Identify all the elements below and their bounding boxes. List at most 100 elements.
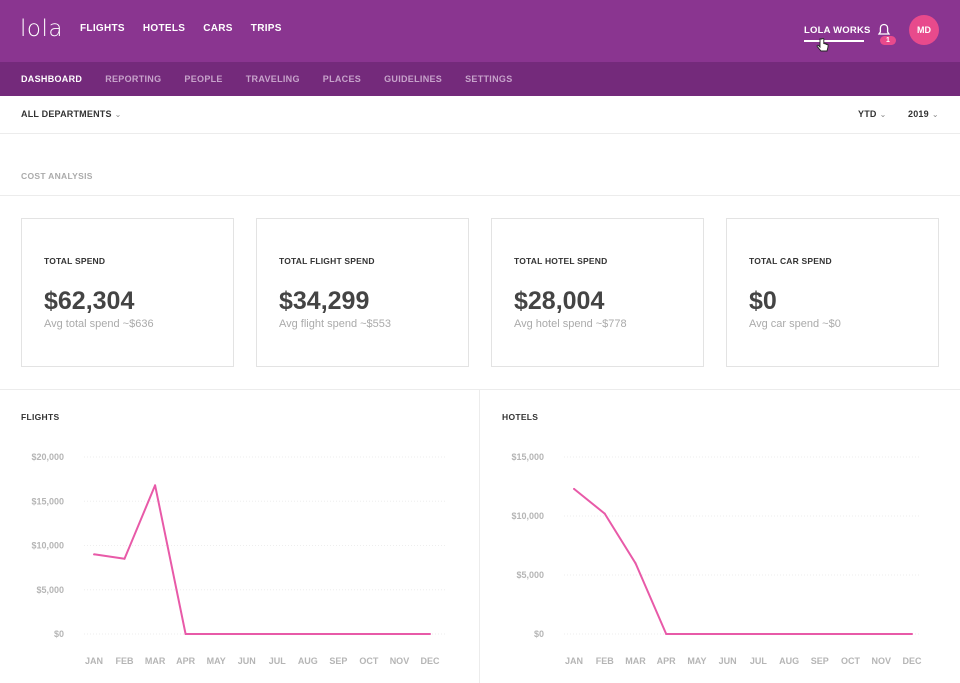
- data-point: [93, 553, 95, 556]
- x-tick-label: NOV: [390, 656, 410, 666]
- year-select[interactable]: 2019 ⌄: [908, 109, 939, 119]
- data-point: [818, 633, 821, 635]
- card-subtext: Avg car spend ~$0: [749, 318, 841, 330]
- avatar[interactable]: MD: [909, 15, 939, 45]
- data-point: [337, 633, 340, 635]
- data-point: [695, 633, 698, 635]
- x-tick-label: MAY: [687, 656, 706, 666]
- x-tick-label: SEP: [329, 656, 347, 666]
- x-tick-label: DEC: [420, 656, 440, 666]
- tab-settings[interactable]: SETTINGS: [465, 74, 513, 84]
- x-tick-label: FEB: [116, 656, 135, 666]
- tab-guidelines[interactable]: GUIDELINES: [384, 74, 443, 84]
- card-subtext: Avg hotel spend ~$778: [514, 318, 627, 330]
- flights-chart: $0 $5,000 $10,000 $15,000 $20,000 JAN FEB MAR AP…: [31, 452, 446, 666]
- x-tick-label: MAR: [625, 656, 646, 666]
- nav-cars[interactable]: CARS: [203, 23, 233, 34]
- y-tick-label: $10,000: [31, 541, 64, 551]
- x-tick-label: JUL: [750, 656, 768, 666]
- x-tick-label: JAN: [565, 656, 583, 666]
- x-tick-label: AUG: [779, 656, 799, 666]
- department-select[interactable]: ALL DEPARTMENTS ⌄: [21, 109, 122, 119]
- data-point: [215, 633, 218, 635]
- x-tick-label: JUN: [238, 656, 256, 666]
- x-tick-label: SEP: [811, 656, 829, 666]
- data-point: [276, 633, 279, 635]
- hotels-chart-title: HOTELS: [502, 412, 539, 422]
- x-tick-label: NOV: [872, 656, 892, 666]
- data-point: [154, 484, 157, 487]
- y-tick-label: $5,000: [516, 570, 544, 580]
- tab-people[interactable]: PEOPLE: [184, 74, 223, 84]
- account-switcher[interactable]: LOLA WORKS: [804, 25, 871, 36]
- x-tick-label: JAN: [85, 656, 103, 666]
- data-point: [634, 562, 637, 565]
- card-value: $28,004: [514, 287, 605, 315]
- tab-dashboard[interactable]: DASHBOARD: [21, 74, 83, 84]
- card-car-spend: TOTAL CAR SPEND $0 Avg car spend ~$0: [726, 218, 939, 367]
- data-point: [603, 512, 606, 515]
- nav-flights[interactable]: FLIGHTS: [80, 23, 125, 34]
- card-subtext: Avg total spend ~$636: [44, 318, 154, 330]
- card-value: $0: [749, 287, 777, 315]
- data-point: [429, 633, 431, 635]
- card-label: TOTAL SPEND: [44, 256, 106, 266]
- tab-reporting[interactable]: REPORTING: [105, 74, 162, 84]
- vertical-divider: [479, 390, 480, 683]
- filter-bar: ALL DEPARTMENTS ⌄ YTD ⌄ 2019 ⌄: [0, 96, 960, 134]
- bell-icon[interactable]: [877, 23, 891, 39]
- card-label: TOTAL HOTEL SPEND: [514, 256, 608, 266]
- x-tick-label: JUL: [269, 656, 287, 666]
- data-point: [757, 633, 760, 635]
- department-select-label: ALL DEPARTMENTS: [21, 109, 112, 119]
- x-tick-label: MAR: [145, 656, 166, 666]
- y-tick-label: $0: [54, 629, 64, 639]
- y-tick-label: $0: [534, 629, 544, 639]
- main-nav: FLIGHTS HOTELS CARS TRIPS: [80, 23, 282, 34]
- x-tick-label: JUN: [719, 656, 737, 666]
- data-point: [245, 633, 248, 635]
- data-point: [849, 633, 852, 635]
- x-tick-label: DEC: [902, 656, 922, 666]
- flights-chart-title: FLIGHTS: [21, 412, 60, 422]
- data-point: [398, 633, 401, 635]
- data-point: [726, 633, 729, 635]
- card-total-spend: TOTAL SPEND $62,304 Avg total spend ~$63…: [21, 218, 234, 367]
- x-tick-label: FEB: [596, 656, 615, 666]
- data-point: [880, 633, 883, 635]
- x-tick-label: MAY: [207, 656, 226, 666]
- x-tick-label: APR: [657, 656, 677, 666]
- tab-places[interactable]: PLACES: [322, 74, 362, 84]
- logo[interactable]: lola: [20, 16, 63, 42]
- nav-hotels[interactable]: HOTELS: [142, 23, 186, 34]
- data-point: [184, 633, 187, 635]
- y-tick-label: $20,000: [31, 452, 64, 462]
- series-line: [93, 484, 430, 635]
- y-tick-label: $5,000: [36, 585, 64, 595]
- chevron-down-icon: ⌄: [931, 110, 939, 119]
- x-tick-label: OCT: [841, 656, 861, 666]
- card-flight-spend: TOTAL FLIGHT SPEND $34,299 Avg flight sp…: [256, 218, 469, 367]
- tab-traveling[interactable]: TRAVELING: [245, 74, 300, 84]
- y-tick-label: $15,000: [511, 452, 544, 462]
- data-point: [306, 633, 309, 635]
- year-select-label: 2019: [908, 109, 929, 119]
- data-point: [573, 487, 575, 490]
- nav-trips[interactable]: TRIPS: [250, 23, 282, 34]
- data-point: [123, 557, 126, 560]
- x-tick-label: AUG: [298, 656, 318, 666]
- x-tick-label: OCT: [359, 656, 379, 666]
- data-point: [788, 633, 791, 635]
- series-line: [573, 488, 912, 635]
- period-select-label: YTD: [858, 109, 877, 119]
- chevron-down-icon: ⌄: [879, 110, 887, 119]
- chevron-down-icon: ⌄: [114, 110, 122, 119]
- card-hotel-spend: TOTAL HOTEL SPEND $28,004 Avg hotel spen…: [491, 218, 704, 367]
- card-subtext: Avg flight spend ~$553: [279, 318, 392, 330]
- account-underline: [804, 40, 864, 42]
- x-tick-label: APR: [176, 656, 196, 666]
- divider: [0, 389, 960, 390]
- period-select[interactable]: YTD ⌄: [858, 109, 887, 119]
- hotels-chart: $0 $5,000 $10,000 $15,000 JAN FEB MAR APR MAY JUN…: [511, 452, 922, 666]
- card-value: $62,304: [44, 287, 135, 315]
